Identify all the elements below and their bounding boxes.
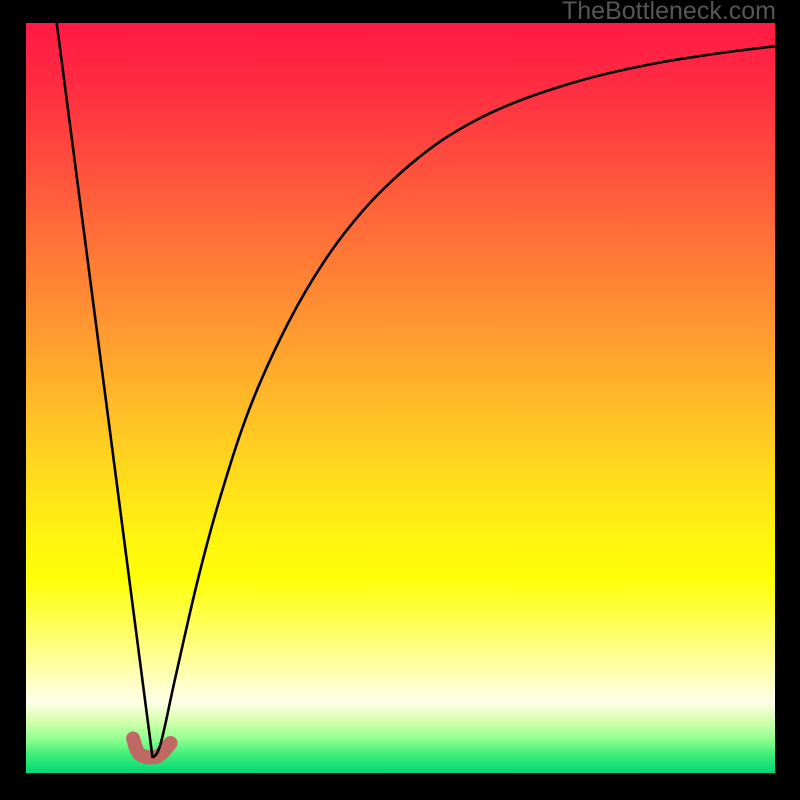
curves-layer [26, 23, 775, 773]
watermark-text: TheBottleneck.com [562, 0, 776, 26]
left-curve [57, 23, 153, 758]
chart-container: TheBottleneck.com [0, 0, 800, 800]
plot-area [26, 23, 775, 773]
right-curve [153, 46, 775, 758]
